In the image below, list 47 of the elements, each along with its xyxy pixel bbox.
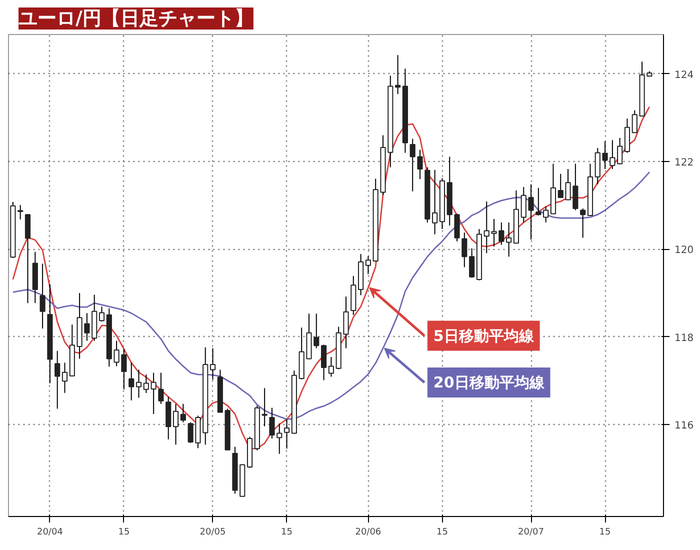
candlestick bbox=[454, 213, 460, 242]
line-series bbox=[12, 106, 650, 450]
candlestick bbox=[40, 263, 46, 330]
y-tick-label: 118 bbox=[674, 332, 694, 344]
candlestick bbox=[284, 418, 290, 450]
candlestick bbox=[18, 204, 24, 220]
candlestick bbox=[506, 222, 512, 258]
candlestick bbox=[150, 372, 156, 414]
candlestick bbox=[469, 248, 475, 278]
text: 5日移動平均線 bbox=[433, 326, 535, 345]
x-tick-label: 20/06 bbox=[355, 528, 382, 538]
candlestick bbox=[617, 137, 623, 165]
candlestick bbox=[136, 369, 142, 398]
x-tick-label: 20/05 bbox=[200, 528, 226, 538]
line-series bbox=[12, 171, 650, 420]
candlestick bbox=[536, 187, 542, 216]
candlestick bbox=[143, 374, 149, 394]
candlestick bbox=[62, 362, 68, 394]
candlestick bbox=[580, 208, 586, 238]
x-tick-label: 15 bbox=[118, 528, 130, 538]
candlestick bbox=[462, 232, 468, 268]
candlestick bbox=[432, 169, 438, 235]
candlestick bbox=[180, 403, 186, 423]
text: 20日移動平均線 bbox=[433, 374, 546, 392]
candlestick bbox=[210, 348, 216, 380]
candlestick bbox=[365, 256, 371, 275]
y-tick-label: 120 bbox=[674, 245, 694, 256]
candlestick bbox=[543, 206, 549, 223]
x-tick-label: 20/07 bbox=[518, 528, 544, 538]
x-tick-label: 20/04 bbox=[36, 528, 64, 538]
y-tick-label: 116 bbox=[674, 420, 694, 432]
candlestick bbox=[54, 350, 60, 410]
candlestick bbox=[158, 372, 164, 404]
y-tick-label: 122 bbox=[674, 158, 694, 169]
candlestick bbox=[24, 214, 31, 304]
candlestick bbox=[395, 54, 401, 95]
chart-title: ユーロ/円【日足チャート】 bbox=[18, 8, 254, 30]
x-tick-label: 15 bbox=[599, 528, 611, 538]
candlestick bbox=[320, 344, 327, 381]
candlestick bbox=[98, 306, 105, 322]
candlestick bbox=[128, 362, 134, 401]
candlestick bbox=[172, 403, 179, 446]
y-tick-label: 124 bbox=[674, 70, 694, 81]
candlestick bbox=[328, 356, 334, 378]
x-tick-label: 15 bbox=[436, 528, 448, 538]
x-tick-label: 15 bbox=[281, 528, 293, 538]
candlestick bbox=[262, 388, 268, 427]
